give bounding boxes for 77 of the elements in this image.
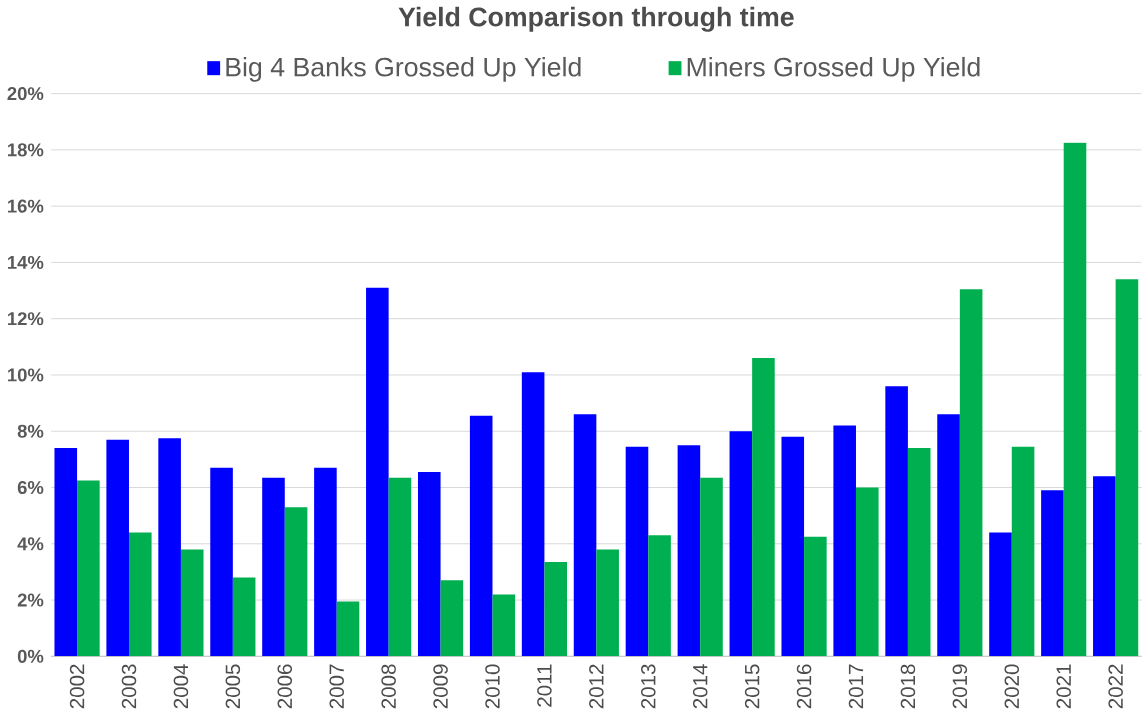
x-tick-label: 2019 (952, 664, 968, 709)
x-tick-label: 2016 (796, 664, 812, 709)
bar (180, 549, 204, 657)
y-tick-label: 6% (17, 480, 44, 495)
x-tick-label: 2018 (900, 664, 916, 709)
y-tick-label: 12% (8, 312, 44, 326)
bar (700, 477, 723, 657)
bar (648, 535, 671, 657)
bar (937, 414, 960, 657)
bar (232, 577, 256, 657)
bar (573, 414, 597, 657)
chart-title: Yield Comparison through time (398, 6, 794, 32)
bar (989, 532, 1012, 657)
x-tick-label: 2009 (433, 664, 448, 709)
bar (544, 562, 568, 657)
bar (314, 467, 337, 657)
bar (1115, 279, 1139, 657)
bar (1063, 142, 1087, 657)
bar (158, 438, 181, 657)
bar (284, 507, 308, 657)
x-tick-label: 2011 (537, 664, 552, 707)
x-tick-label: 2015 (744, 664, 760, 709)
x-tick-label: 2020 (1004, 664, 1020, 709)
bar (1093, 476, 1116, 657)
bar (366, 287, 389, 657)
bar (833, 425, 856, 657)
y-tick-label: 0% (17, 649, 44, 663)
bar (521, 372, 545, 657)
bar (336, 601, 360, 657)
x-tick-label: 2007 (329, 664, 344, 709)
bar (469, 415, 493, 657)
bar (54, 448, 78, 657)
legend-label: Big 4 Banks Grossed Up Yield (226, 56, 581, 82)
bar (129, 532, 152, 657)
bar (625, 446, 649, 657)
bar (1041, 490, 1064, 657)
bar (677, 445, 701, 657)
bar (1011, 446, 1035, 657)
x-tick-label: 2012 (589, 664, 604, 709)
x-tick-label: 2014 (692, 664, 708, 709)
x-tick-label: 2003 (121, 664, 137, 709)
legend-label: Miners Grossed Up Yield (687, 56, 980, 82)
bar (855, 487, 879, 657)
x-tick-label: 2008 (381, 664, 396, 709)
x-tick-label: 2017 (848, 664, 864, 709)
bar (729, 431, 753, 657)
bar (492, 594, 516, 657)
bar (417, 471, 441, 657)
y-tick-label: 14% (8, 255, 44, 269)
bar (959, 289, 983, 657)
bar (752, 358, 775, 657)
y-tick-label: 16% (8, 199, 44, 213)
bar (885, 386, 908, 657)
bar (388, 477, 412, 657)
x-tick-label: 2005 (225, 664, 241, 709)
y-tick-label: 2% (17, 593, 44, 607)
y-tick-label: 10% (8, 368, 44, 382)
bar (262, 477, 285, 657)
x-tick-label: 2022 (1108, 664, 1123, 709)
bar (596, 549, 619, 657)
bar (781, 436, 805, 657)
bar (77, 480, 100, 657)
bar (804, 536, 827, 657)
x-tick-label: 2013 (641, 664, 656, 709)
x-tick-label: 2006 (277, 664, 293, 709)
bar (210, 467, 233, 657)
x-tick-label: 2021 (1056, 664, 1071, 709)
bar (907, 448, 931, 657)
bar (106, 439, 129, 657)
y-tick-label: 8% (17, 424, 44, 438)
x-tick-label: 2004 (173, 664, 189, 709)
x-tick-label: 2010 (485, 664, 500, 709)
y-tick-label: 18% (8, 143, 44, 157)
bar (440, 580, 464, 657)
x-tick-label: 2002 (69, 664, 85, 709)
y-tick-label: 20% (7, 87, 44, 101)
y-tick-label: 4% (17, 537, 44, 551)
